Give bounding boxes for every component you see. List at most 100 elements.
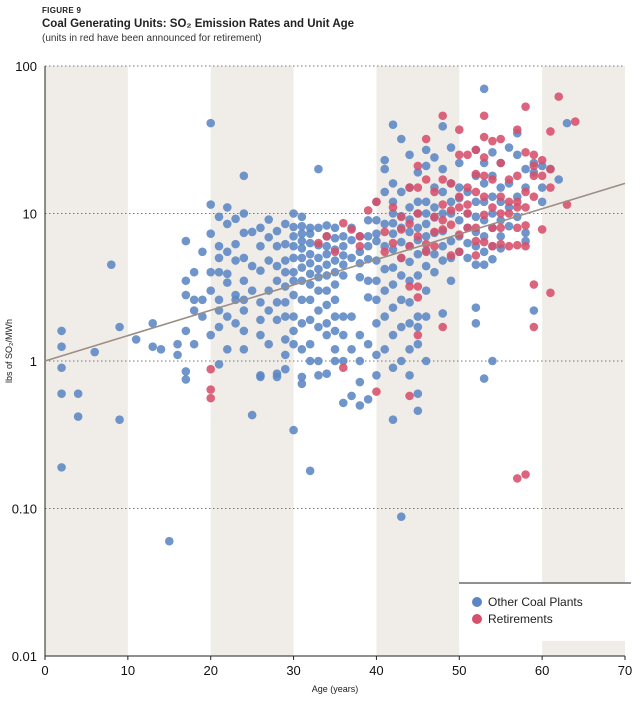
data-point xyxy=(289,232,298,241)
data-point xyxy=(380,286,390,295)
data-point xyxy=(181,276,191,286)
data-point xyxy=(537,225,547,234)
gridlines xyxy=(45,65,625,509)
data-point xyxy=(421,261,431,271)
data-point xyxy=(388,179,398,188)
data-point xyxy=(454,192,464,201)
data-point xyxy=(388,263,398,272)
data-point xyxy=(214,267,224,277)
data-point xyxy=(57,326,66,336)
data-point xyxy=(256,298,265,307)
data-point xyxy=(396,212,406,222)
data-point xyxy=(421,232,431,241)
data-point xyxy=(388,415,398,424)
data-point xyxy=(413,406,423,416)
data-point xyxy=(297,379,307,389)
data-point xyxy=(222,269,232,279)
data-point xyxy=(454,150,464,160)
data-point xyxy=(305,466,315,476)
data-point xyxy=(280,298,290,307)
data-point xyxy=(289,222,298,232)
data-point xyxy=(206,229,216,238)
data-point xyxy=(388,203,398,212)
data-point xyxy=(330,280,340,289)
data-point xyxy=(280,239,290,249)
data-point xyxy=(363,232,373,241)
data-point xyxy=(206,364,216,374)
data-point xyxy=(355,241,365,251)
x-axis-label: Age (years) xyxy=(312,684,359,694)
data-point xyxy=(363,241,373,251)
data-point xyxy=(521,164,530,174)
data-point xyxy=(214,359,224,369)
data-point xyxy=(488,241,497,251)
data-point xyxy=(446,197,456,207)
data-point xyxy=(264,339,274,349)
data-point xyxy=(405,370,414,380)
data-point xyxy=(521,187,530,197)
data-point xyxy=(504,221,514,231)
data-point xyxy=(289,326,298,336)
data-point xyxy=(430,153,439,162)
data-point xyxy=(380,312,390,321)
data-point xyxy=(247,286,257,295)
data-point xyxy=(430,212,439,222)
data-point xyxy=(372,370,381,380)
legend-marker xyxy=(472,597,482,607)
data-point xyxy=(214,253,224,263)
data-point xyxy=(471,145,481,155)
data-point xyxy=(297,263,307,272)
data-point xyxy=(479,153,489,162)
y-tick-label: 10 xyxy=(23,207,37,222)
data-point xyxy=(289,290,298,300)
data-point xyxy=(430,267,439,277)
data-point xyxy=(388,303,398,312)
data-point xyxy=(421,161,431,171)
data-point xyxy=(289,267,298,277)
data-point xyxy=(305,339,315,349)
data-point xyxy=(396,134,406,144)
data-point xyxy=(289,276,298,286)
data-point xyxy=(463,223,472,233)
data-point xyxy=(222,278,232,287)
data-point xyxy=(479,132,489,142)
data-point xyxy=(297,319,307,328)
data-point xyxy=(297,244,307,253)
data-point xyxy=(222,345,232,354)
data-point xyxy=(338,218,348,228)
data-point xyxy=(148,319,158,328)
data-point xyxy=(330,345,340,354)
data-point xyxy=(363,339,373,349)
data-point xyxy=(314,264,323,274)
data-point xyxy=(512,125,522,134)
data-point xyxy=(421,219,431,229)
data-point xyxy=(396,187,406,197)
data-point xyxy=(239,276,249,286)
data-point xyxy=(380,219,390,229)
data-point xyxy=(289,312,298,321)
data-point xyxy=(222,219,232,229)
data-point xyxy=(322,241,332,251)
data-point xyxy=(297,295,307,305)
data-point xyxy=(206,200,216,209)
data-point xyxy=(322,330,332,340)
data-point xyxy=(488,356,497,366)
data-point xyxy=(479,111,489,121)
data-point xyxy=(305,249,315,259)
data-point xyxy=(206,330,216,340)
data-point xyxy=(504,143,514,152)
data-point xyxy=(438,187,448,197)
data-point xyxy=(388,238,398,248)
data-point xyxy=(388,209,398,218)
data-point xyxy=(388,229,398,238)
data-point xyxy=(314,253,323,263)
data-point xyxy=(438,200,448,209)
data-point xyxy=(222,312,232,321)
data-point xyxy=(413,209,423,218)
series-other-coal-plants xyxy=(57,84,572,546)
data-point xyxy=(239,228,249,238)
data-point xyxy=(504,197,514,207)
data-point xyxy=(338,363,348,373)
data-point xyxy=(454,215,464,225)
data-point xyxy=(222,247,232,257)
